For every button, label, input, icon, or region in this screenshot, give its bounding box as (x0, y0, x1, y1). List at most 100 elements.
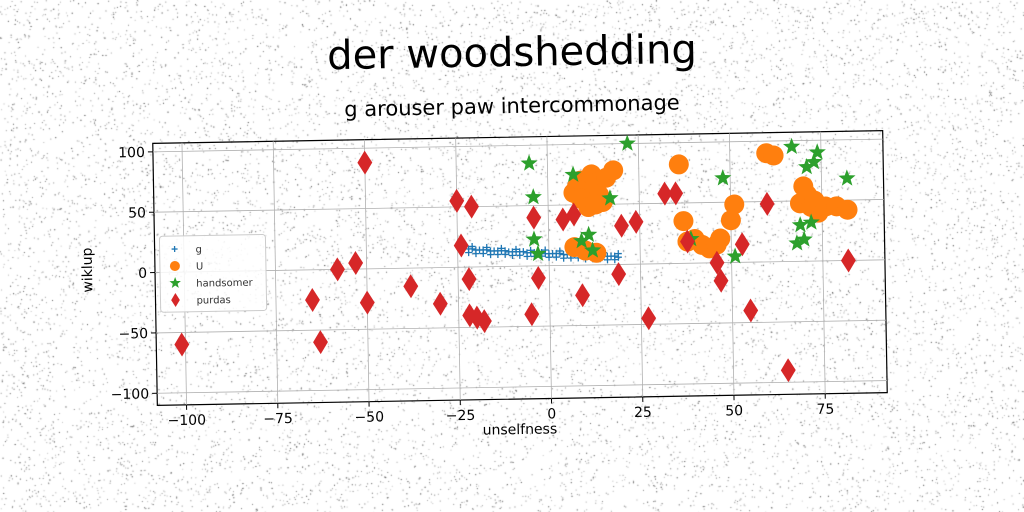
data-point (680, 229, 695, 254)
data-point (453, 233, 469, 258)
plot-frame (152, 130, 888, 406)
y-tick-label: −50 (118, 326, 148, 343)
data-point (618, 134, 636, 151)
data-point (603, 256, 611, 264)
data-point (359, 290, 375, 315)
data-point (520, 154, 538, 171)
y-tick-label: −100 (111, 386, 150, 403)
data-point (763, 145, 784, 166)
axis-ticks: −100 −75 −50 −25 0 25 50 75 −100 −50 0 50 100 (111, 145, 835, 430)
x-tick-label: 0 (547, 406, 556, 422)
data-point (403, 274, 419, 299)
y-tick-label: 50 (128, 205, 146, 221)
data-point (564, 165, 582, 183)
x-tick-label: −50 (354, 409, 384, 426)
data-point (584, 241, 602, 258)
data-point (580, 225, 598, 243)
data-point (476, 309, 492, 334)
y-grid-line (152, 138, 883, 153)
data-point (575, 283, 590, 308)
data-point (585, 194, 606, 215)
data-point (759, 191, 775, 216)
data-point (174, 332, 190, 357)
x-tick-label: 25 (634, 405, 652, 421)
data-point (508, 251, 516, 259)
data-point (795, 230, 813, 247)
legend-label: U (196, 262, 204, 273)
data-point (713, 268, 729, 293)
legend-label: purdas (196, 295, 230, 307)
legend-marker (171, 246, 178, 253)
data-point (552, 253, 560, 261)
legend-entry: handsomer (169, 277, 254, 290)
x-tick-label: −25 (446, 408, 476, 425)
series-purdas (174, 150, 856, 383)
y-grid-line (155, 259, 885, 273)
data-point (432, 291, 448, 316)
data-point (641, 306, 657, 331)
data-point (783, 137, 801, 155)
data-point (611, 262, 627, 287)
data-point (479, 250, 487, 258)
data-point (611, 256, 619, 264)
data-point (724, 194, 745, 215)
x-grid-line (820, 131, 826, 394)
data-point (529, 244, 547, 262)
data-point (461, 267, 477, 292)
data-point (449, 188, 465, 213)
data-point (523, 252, 531, 260)
data-point (668, 181, 684, 206)
data-point (348, 251, 364, 276)
data-point (501, 250, 509, 258)
data-point (530, 265, 546, 290)
data-point (524, 188, 542, 205)
data-point (601, 189, 619, 206)
x-grid-line (546, 136, 552, 399)
series-U (563, 143, 858, 263)
legend-marker (169, 261, 180, 272)
data-point (614, 213, 629, 238)
x-tick-label: 50 (725, 403, 743, 419)
data-point (802, 213, 820, 230)
y-grid-line (157, 380, 888, 394)
data-point (330, 257, 345, 282)
data-point (472, 250, 480, 258)
x-tick-label: 75 (816, 402, 834, 418)
data-point (709, 250, 725, 275)
data-point (468, 242, 476, 251)
data-point (572, 231, 591, 249)
data-point (614, 250, 622, 258)
y-tick-label: 100 (118, 145, 145, 161)
data-point (305, 288, 320, 312)
x-axis-label: unselfness (483, 421, 558, 438)
data-point (710, 228, 731, 249)
data-point (673, 211, 694, 232)
data-point (313, 330, 328, 355)
data-point (838, 169, 856, 186)
data-point (628, 209, 644, 234)
data-point (483, 243, 491, 251)
data-point (657, 181, 673, 206)
data-point (494, 250, 502, 259)
data-point (791, 216, 809, 233)
data-point (780, 358, 796, 383)
legend-marker (169, 277, 181, 288)
legend-label: handsomer (196, 278, 254, 290)
data-point (726, 247, 744, 264)
data-point (524, 302, 540, 327)
data-point (545, 253, 553, 261)
data-marks (174, 134, 858, 383)
data-point (516, 251, 524, 259)
x-tick-label: −100 (167, 413, 206, 430)
data-point (566, 202, 582, 227)
data-point (519, 248, 527, 256)
data-point (527, 246, 535, 254)
legend-box (158, 233, 268, 313)
grid-lines (152, 131, 888, 405)
x-grid-line (637, 134, 644, 397)
data-point (603, 160, 624, 181)
data-point (714, 169, 732, 186)
data-point (805, 153, 823, 170)
data-point (837, 199, 858, 220)
